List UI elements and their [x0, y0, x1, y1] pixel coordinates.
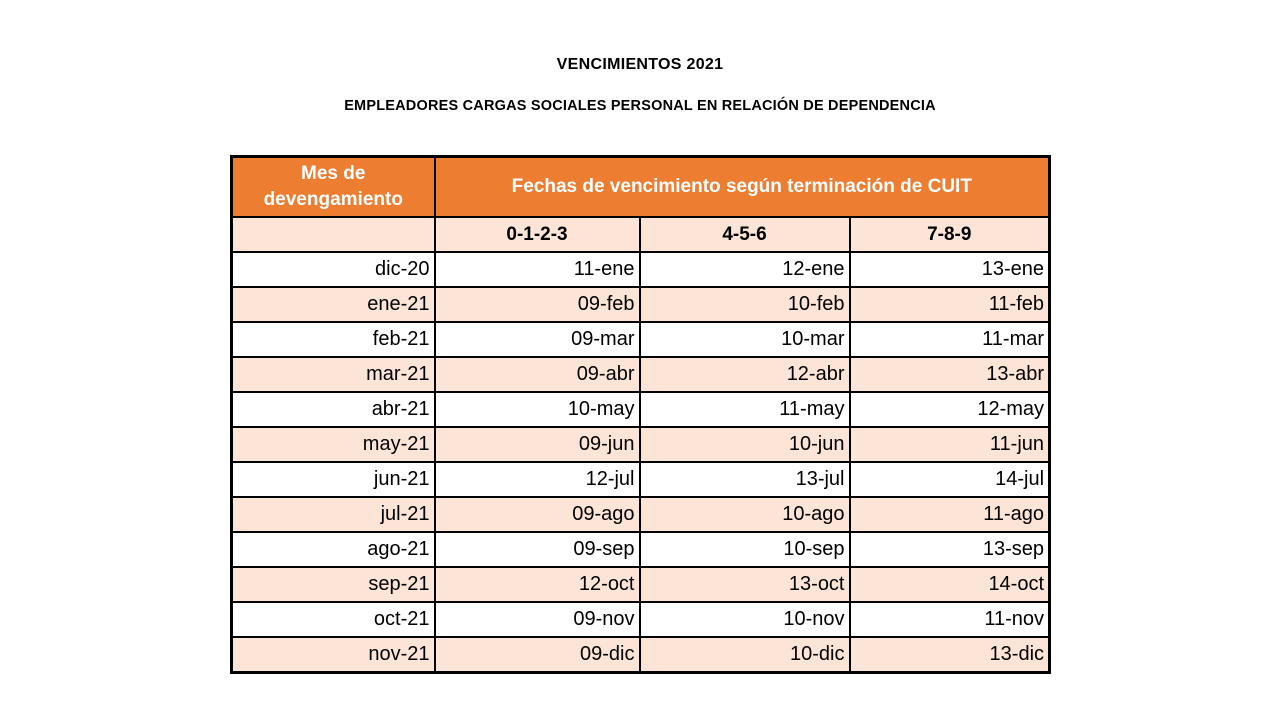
table-header-row: Mes de devengamiento Fechas de vencimien… — [230, 155, 1051, 218]
month-cell: oct-21 — [230, 601, 436, 638]
month-cell: ene-21 — [230, 286, 436, 323]
due-date-cell: 13-ene — [848, 251, 1051, 288]
due-date-cell: 11-may — [638, 391, 851, 428]
month-cell: abr-21 — [230, 391, 436, 428]
table-row: oct-21 09-nov 10-nov 11-nov — [230, 601, 1051, 638]
table-row: jun-21 12-jul 13-jul 14-jul — [230, 461, 1051, 498]
due-date-cell: 12-jul — [433, 461, 641, 498]
table-row: may-21 09-jun 10-jun 11-jun — [230, 426, 1051, 463]
month-cell: jul-21 — [230, 496, 436, 533]
month-cell: ago-21 — [230, 531, 436, 568]
month-cell: dic-20 — [230, 251, 436, 288]
due-date-cell: 11-feb — [848, 286, 1051, 323]
due-date-cell: 12-oct — [433, 566, 641, 603]
due-date-cell: 10-ago — [638, 496, 851, 533]
due-date-cell: 10-nov — [638, 601, 851, 638]
due-date-cell: 09-abr — [433, 356, 641, 393]
cuit-col-header-3: 7-8-9 — [848, 216, 1051, 253]
table-subheader-row: 0-1-2-3 4-5-6 7-8-9 — [230, 216, 1051, 253]
due-date-cell: 10-feb — [638, 286, 851, 323]
due-date-cell: 09-mar — [433, 321, 641, 358]
due-date-cell: 09-feb — [433, 286, 641, 323]
table-row: nov-21 09-dic 10-dic 13-dic — [230, 636, 1051, 674]
cuit-col-header-1: 0-1-2-3 — [433, 216, 641, 253]
due-date-cell: 09-jun — [433, 426, 641, 463]
page-subtitle: EMPLEADORES CARGAS SOCIALES PERSONAL EN … — [344, 98, 936, 114]
month-cell: mar-21 — [230, 356, 436, 393]
month-cell: sep-21 — [230, 566, 436, 603]
month-header-cell: Mes de devengamiento — [230, 155, 436, 218]
due-date-cell: 09-nov — [433, 601, 641, 638]
due-date-cell: 12-may — [848, 391, 1051, 428]
due-date-cell: 13-oct — [638, 566, 851, 603]
table-row: mar-21 09-abr 12-abr 13-abr — [230, 356, 1051, 393]
table-row: ago-21 09-sep 10-sep 13-sep — [230, 531, 1051, 568]
month-cell: nov-21 — [230, 636, 436, 674]
due-date-cell: 10-sep — [638, 531, 851, 568]
due-date-cell: 11-ene — [433, 251, 641, 288]
due-date-cell: 14-oct — [848, 566, 1051, 603]
due-date-cell: 10-dic — [638, 636, 851, 674]
due-dates-table: Mes de devengamiento Fechas de vencimien… — [230, 155, 1052, 674]
table-row: dic-20 11-ene 12-ene 13-ene — [230, 251, 1051, 288]
due-date-cell: 13-abr — [848, 356, 1051, 393]
table-row: jul-21 09-ago 10-ago 11-ago — [230, 496, 1051, 533]
page-title: VENCIMIENTOS 2021 — [556, 56, 724, 73]
due-date-cell: 11-nov — [848, 601, 1051, 638]
due-date-cell: 10-jun — [638, 426, 851, 463]
due-date-cell: 09-sep — [433, 531, 641, 568]
table-row: feb-21 09-mar 10-mar 11-mar — [230, 321, 1051, 358]
due-date-cell: 13-jul — [638, 461, 851, 498]
table-row: abr-21 10-may 11-may 12-may — [230, 391, 1051, 428]
due-date-cell: 10-mar — [638, 321, 851, 358]
due-date-cell: 13-sep — [848, 531, 1051, 568]
month-header-label: Mes de devengamiento — [263, 163, 403, 210]
month-cell: may-21 — [230, 426, 436, 463]
due-date-cell: 09-dic — [433, 636, 641, 674]
due-date-cell: 09-ago — [433, 496, 641, 533]
due-date-cell: 14-jul — [848, 461, 1051, 498]
empty-subheader-cell — [230, 216, 436, 253]
due-date-cell: 13-dic — [848, 636, 1051, 674]
month-cell: jun-21 — [230, 461, 436, 498]
due-date-cell: 11-ago — [848, 496, 1051, 533]
month-cell: feb-21 — [230, 321, 436, 358]
due-date-cell: 11-jun — [848, 426, 1051, 463]
table-row: sep-21 12-oct 13-oct 14-oct — [230, 566, 1051, 603]
due-dates-table-body: dic-20 11-ene 12-ene 13-ene ene-21 09-feb 10-f… — [230, 251, 1051, 674]
due-date-cell: 12-abr — [638, 356, 851, 393]
due-date-cell: 12-ene — [638, 251, 851, 288]
group-header-cell: Fechas de vencimiento según terminación … — [433, 155, 1051, 218]
table-row: ene-21 09-feb 10-feb 11-feb — [230, 286, 1051, 323]
cuit-col-header-2: 4-5-6 — [638, 216, 851, 253]
due-date-cell: 10-may — [433, 391, 641, 428]
due-date-cell: 11-mar — [848, 321, 1051, 358]
